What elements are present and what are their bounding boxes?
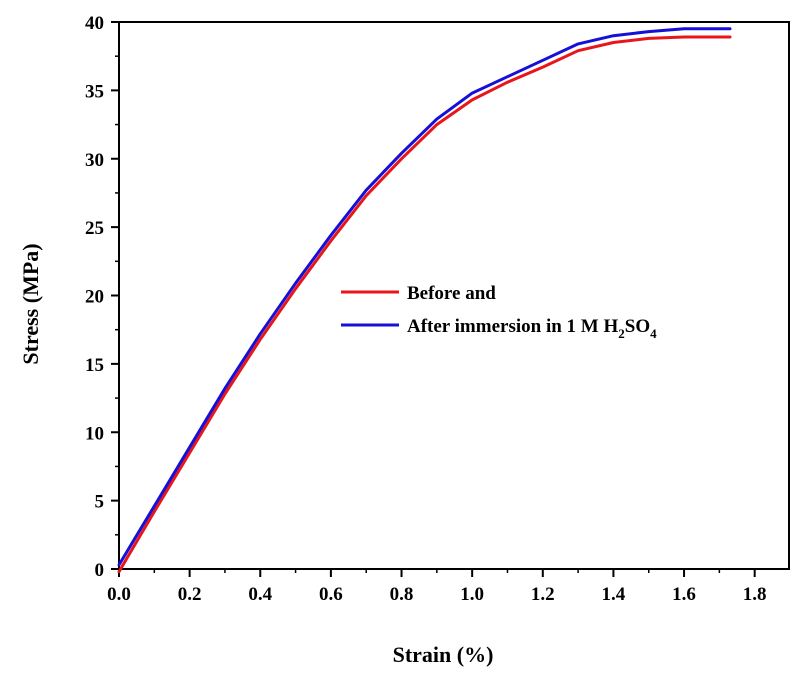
series-line-after <box>117 27 732 567</box>
y-axis-title: Stress (MPa) <box>18 243 43 364</box>
y-tick-label: 30 <box>85 150 104 171</box>
y-tick-label: 35 <box>85 81 104 102</box>
x-tick-label: 1.2 <box>531 584 555 605</box>
x-tick-label: 1.0 <box>460 584 484 605</box>
x-tick-label: 1.4 <box>602 584 626 605</box>
x-tick-label: 0.2 <box>178 584 202 605</box>
x-tick-label: 0.0 <box>107 584 131 605</box>
x-tick-label: 0.6 <box>319 584 343 605</box>
y-tick-label: 10 <box>85 423 104 444</box>
y-tick-label: 40 <box>85 13 104 34</box>
x-tick-label: 1.6 <box>672 584 696 605</box>
y-tick-label: 25 <box>85 218 104 239</box>
legend-label: After immersion in 1 M H2SO4 <box>407 316 657 341</box>
legend-label: Before and <box>407 283 496 304</box>
x-tick-label: 0.8 <box>390 584 414 605</box>
series-line-before <box>117 35 732 574</box>
y-tick-label: 15 <box>85 355 104 376</box>
y-tick-label: 20 <box>85 287 104 308</box>
x-tick-label: 1.8 <box>743 584 767 605</box>
x-axis-title: Strain (%) <box>393 642 494 667</box>
y-tick-label: 0 <box>95 560 105 581</box>
x-tick-label: 0.4 <box>248 584 272 605</box>
y-tick-label: 5 <box>95 492 105 513</box>
